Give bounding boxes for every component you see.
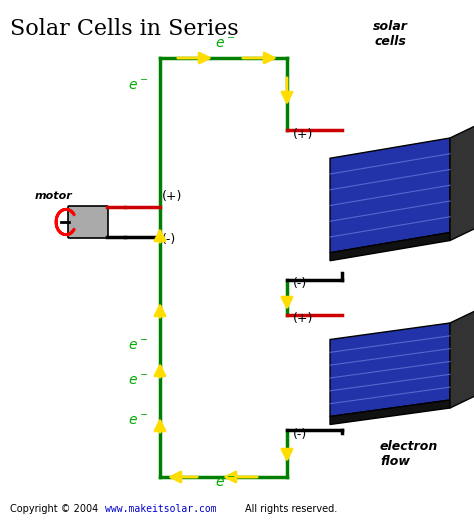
Text: (+): (+) <box>162 190 182 203</box>
FancyBboxPatch shape <box>68 206 108 238</box>
Text: $e^-$: $e^-$ <box>128 339 148 353</box>
Text: $e^-$: $e^-$ <box>215 476 235 490</box>
Polygon shape <box>330 400 450 424</box>
Text: Solar Cells in Series: Solar Cells in Series <box>10 18 238 40</box>
Text: (+): (+) <box>293 312 313 325</box>
Polygon shape <box>450 126 474 241</box>
Text: (+): (+) <box>293 128 313 141</box>
Text: $e^-$: $e^-$ <box>128 79 148 93</box>
Text: electron
flow: electron flow <box>380 440 438 468</box>
Text: solar
cells: solar cells <box>373 20 408 48</box>
Text: $e^-$: $e^-$ <box>215 37 235 51</box>
Polygon shape <box>330 138 450 253</box>
Text: $e^-$: $e^-$ <box>128 414 148 428</box>
Polygon shape <box>330 323 450 417</box>
Polygon shape <box>330 233 450 261</box>
Text: (-): (-) <box>293 277 307 290</box>
Polygon shape <box>450 311 474 408</box>
Text: motor: motor <box>35 191 73 201</box>
Text: www.makeitsolar.com: www.makeitsolar.com <box>105 504 217 514</box>
Text: (-): (-) <box>293 428 307 441</box>
Text: $e^-$: $e^-$ <box>128 374 148 388</box>
Text: All rights reserved.: All rights reserved. <box>245 504 337 514</box>
Text: (-): (-) <box>162 233 176 246</box>
Text: Copyright © 2004: Copyright © 2004 <box>10 504 98 514</box>
